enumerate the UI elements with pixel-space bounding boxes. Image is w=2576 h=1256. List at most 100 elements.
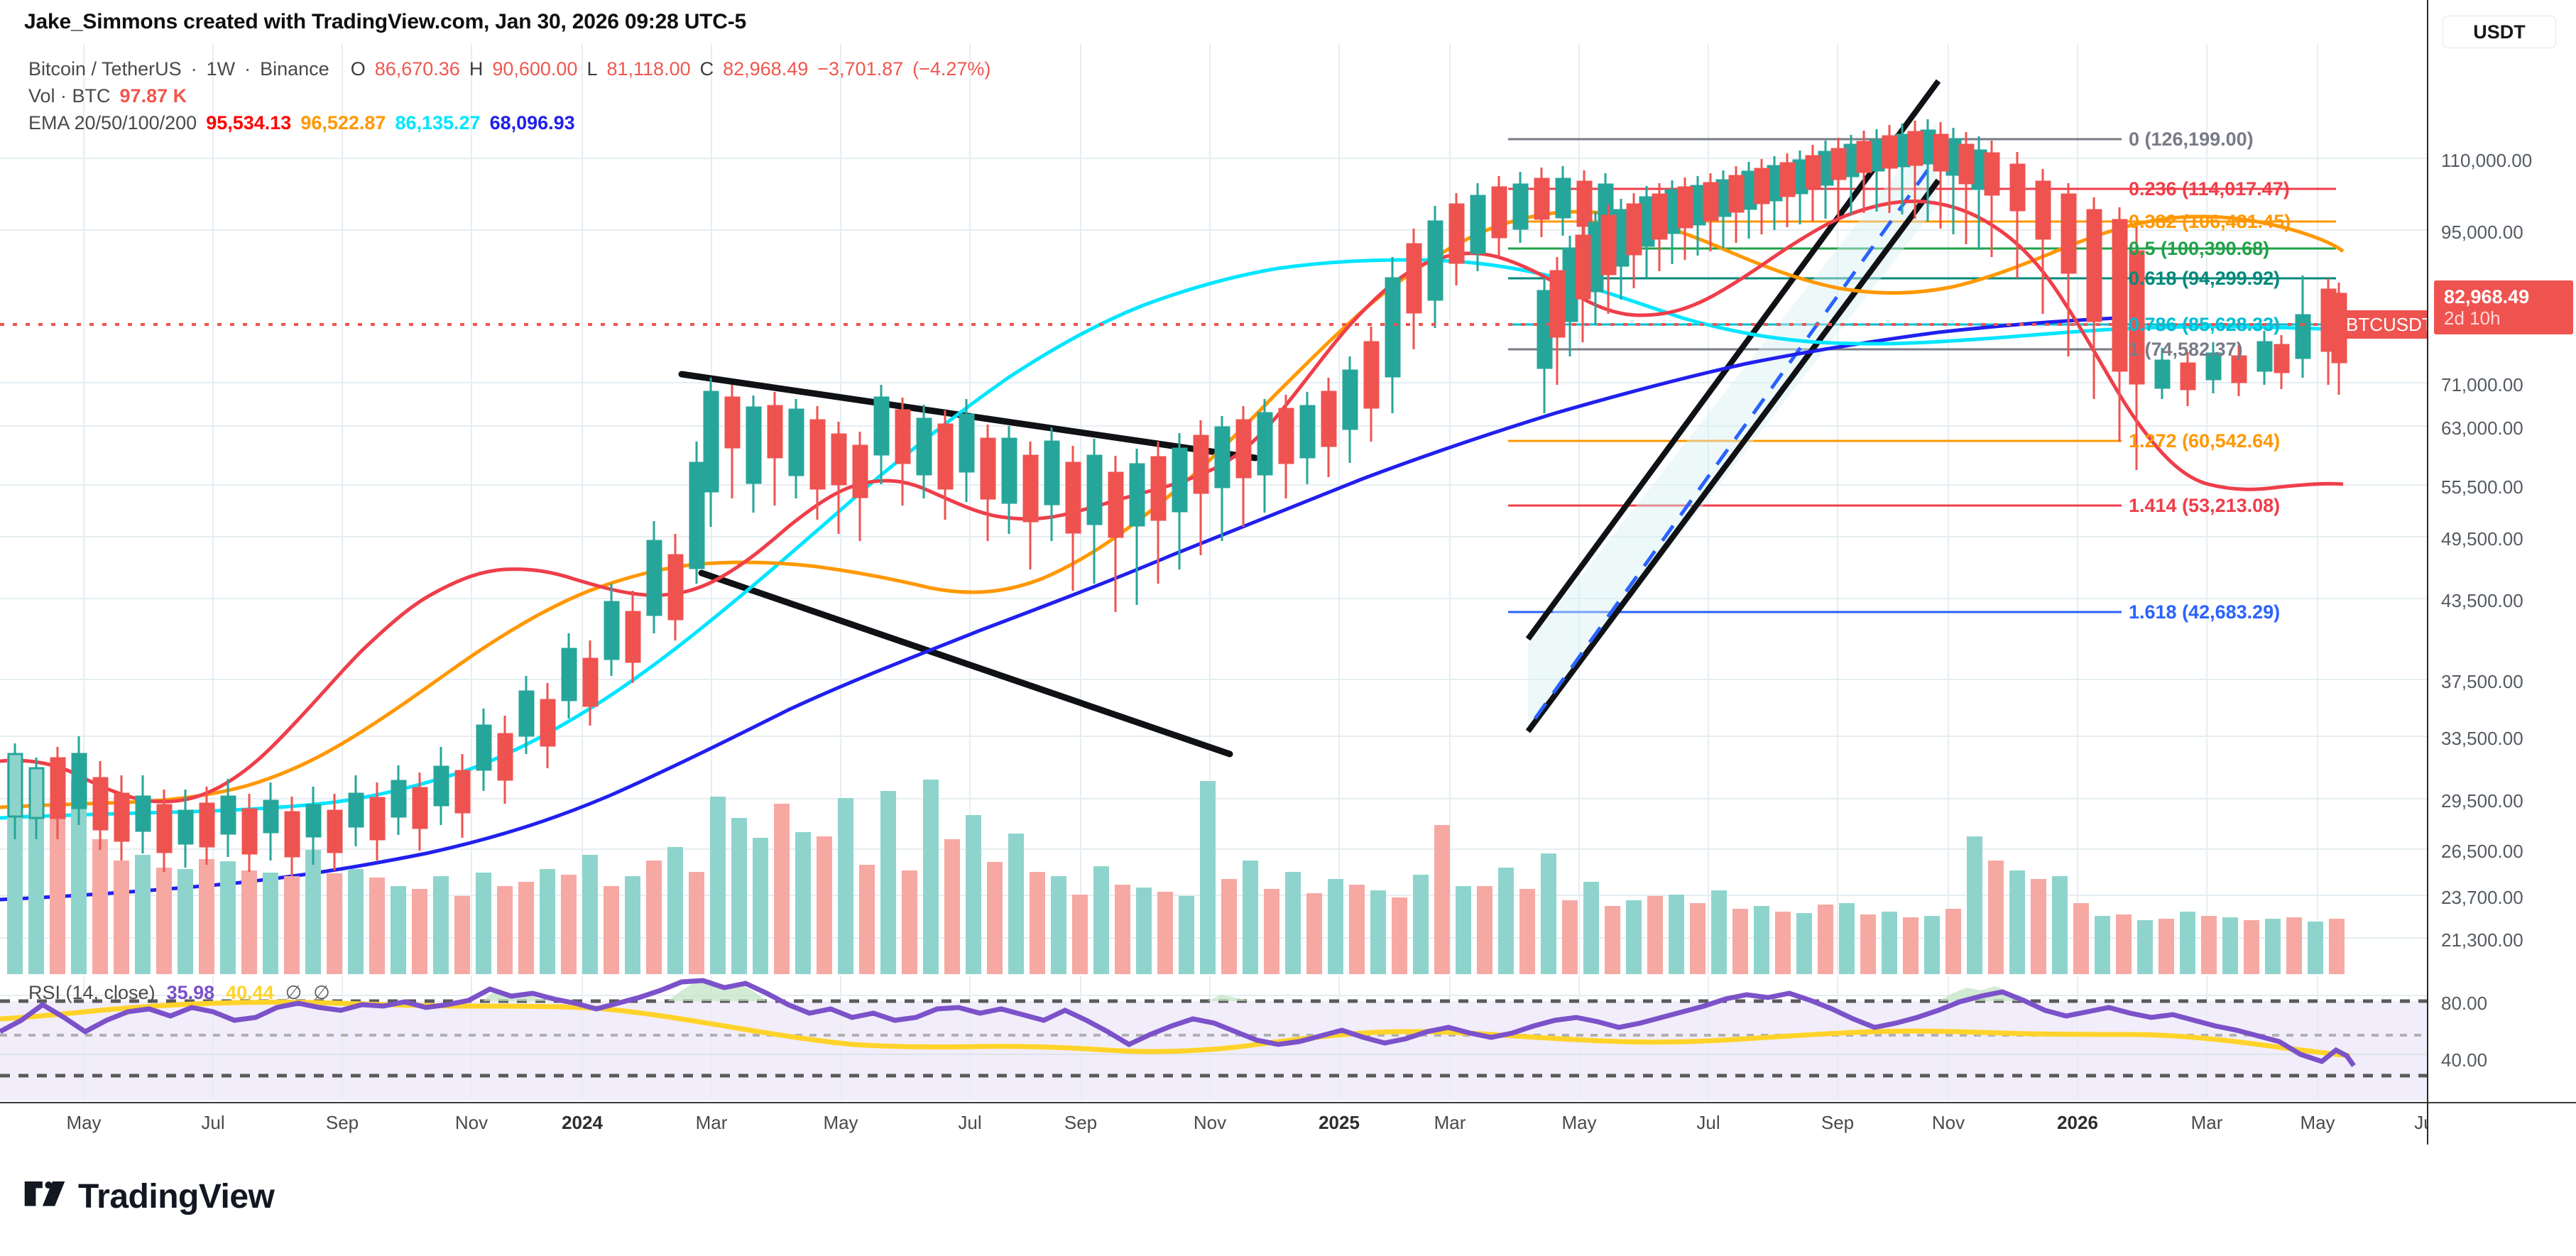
time-tick-2: Sep [325,1112,359,1133]
ema20-line [0,200,2344,804]
legend-ema100-value: 86,135.27 [395,111,481,133]
time-tick-13: Jul [1696,1112,1720,1133]
time-tick-1: Jul [201,1112,225,1133]
symbol-price-tag: BTCUSDT [2336,310,2427,339]
legend-row-volume[interactable]: Vol · BTC 97.87 K [28,82,990,109]
legend-low-key: L [586,58,598,80]
candlesticks [7,119,2347,876]
legend-interval: 1W [206,58,236,80]
rsi-indicator-pane[interactable] [0,976,2427,1101]
price-axis-tick-33500: 33,500.00 [2441,728,2523,749]
legend-open-key: O [350,58,366,80]
rsi-legend[interactable]: RSI (14, close) 35.98 40.44 ∅ ∅ [28,982,330,1004]
price-legend: Bitcoin / TetherUS · 1W · Binance O 86,67… [28,55,990,136]
fib-label-1: 1 (74,582.37) [2129,339,2243,360]
footer-branding: TradingView [24,1177,275,1216]
price-axis-tick-26500: 26,500.00 [2441,841,2523,862]
rsi-chart-svg [0,976,2427,1101]
legend-sep-1: · [190,58,197,80]
price-chart-svg [0,44,2427,974]
legend-row-ema[interactable]: EMA 20/50/100/200 95,534.13 96,522.87 86… [28,109,990,136]
currency-unit-badge: USDT [2443,16,2556,48]
legend-change-percent: (−4.27%) [912,58,991,80]
price-axis-tick-110000: 110,000.00 [2441,150,2533,171]
legend-high-value: 90,600.00 [492,58,578,80]
legend-row-symbol[interactable]: Bitcoin / TetherUS · 1W · Binance O 86,67… [28,55,990,82]
time-tick-17: Mar [2190,1112,2223,1133]
price-axis-tick-23700: 23,700.00 [2441,887,2523,908]
rsi-legend-na-2: ∅ [313,982,330,1003]
legend-open-value: 86,670.36 [374,58,460,80]
tradingview-wordmark: TradingView [78,1178,275,1216]
fib-label-0236: 0.236 (114,017.47) [2129,178,2290,200]
time-tick-11: Mar [1434,1112,1466,1133]
time-tick-0: May [66,1112,102,1133]
legend-ema50-value: 96,522.87 [300,111,386,133]
price-axis-tick-29500: 29,500.00 [2441,790,2523,812]
legend-change-value: −3,701.87 [817,58,904,80]
price-axis-tick-63000: 63,000.00 [2441,417,2523,439]
rsi-legend-na-1: ∅ [285,982,302,1003]
time-tick-18: May [2300,1112,2335,1133]
time-tick-16: 2026 [2057,1112,2098,1133]
price-axis-tick-49500: 49,500.00 [2441,528,2523,550]
price-axis-tick-37500: 37,500.00 [2441,671,2523,692]
current-price-value: 82,968.49 [2444,285,2530,307]
rsi-legend-value: 35.98 [166,982,215,1003]
current-price-tag: 82,968.49 2d 10h [2434,280,2573,334]
time-tick-15: Nov [1931,1112,1965,1133]
time-tick-7: Jul [958,1112,982,1133]
price-axis-tick-71000: 71,000.00 [2441,374,2523,395]
attribution-text: Jake_Simmons created with TradingView.co… [24,10,747,33]
fib-label-0382: 0.382 (106,481.45) [2129,211,2291,232]
time-tick-8: Sep [1064,1112,1098,1133]
legend-ema200-value: 68,096.93 [489,111,575,133]
legend-symbol-name: Bitcoin / TetherUS [28,58,182,80]
ema200-line [0,316,2117,902]
price-axis-tick-43500: 43,500.00 [2441,590,2523,611]
rsi-legend-name: RSI (14, close) [28,982,155,1003]
time-tick-10: 2025 [1319,1112,1360,1133]
rsi-axis-tick-40: 40.00 [2441,1049,2488,1071]
time-axis-right-edge [2427,1102,2576,1145]
legend-close-value: 82,968.49 [723,58,809,80]
price-axis-tick-95000: 95,000.00 [2441,222,2523,243]
ema100-line [0,258,2337,820]
time-tick-9: Nov [1193,1112,1227,1133]
time-tick-6: May [823,1112,858,1133]
bar-countdown: 2d 10h [2444,307,2501,329]
fib-label-05: 0.5 (100,390.68) [2129,238,2270,259]
legend-ema20-value: 95,534.13 [206,111,292,133]
time-tick-4: 2024 [562,1112,603,1133]
vertical-gridlines [83,44,2318,974]
price-axis-tick-21300: 21,300.00 [2441,929,2523,951]
legend-ema-label: EMA 20/50/100/200 [28,111,197,133]
legend-high-key: H [469,58,484,80]
symbol-tag-label: BTCUSDT [2346,313,2427,335]
rising-channel-drawing [1525,79,1941,733]
fib-label-0618: 0.618 (94,299.92) [2129,268,2281,289]
fib-label-1618: 1.618 (42,683.29) [2129,601,2281,623]
legend-volume-label: Vol · BTC [28,84,111,107]
time-tick-12: May [1561,1112,1597,1133]
legend-close-key: C [699,58,714,80]
legend-low-value: 81,118.00 [606,58,691,80]
rsi-line [0,978,2356,1068]
ema50-line [0,209,2345,809]
fib-label-1414: 1.414 (53,213.08) [2129,495,2281,516]
rsi-axis-tick-80: 80.00 [2441,993,2488,1014]
price-axis-tick-55500: 55,500.00 [2441,476,2523,498]
legend-volume-value: 97.87 K [119,84,187,107]
time-tick-3: Nov [454,1112,489,1133]
time-tick-14: Sep [1821,1112,1855,1133]
rsi-legend-ma-value: 40.44 [226,982,274,1003]
tradingview-logo-icon [24,1181,65,1206]
fib-label-0786: 0.786 (85,628.33) [2129,314,2281,335]
fib-label-0: 0 (126,199.00) [2129,129,2254,150]
price-chart-pane[interactable]: 0 (126,199.00) 0.236 (114,017.47) 0.382 … [0,44,2427,974]
legend-sep-2: · [244,58,251,80]
legend-exchange: Binance [260,58,329,80]
fib-label-1272: 1.272 (60,542.64) [2129,430,2281,452]
time-axis[interactable]: May Jul Sep Nov 2024 Mar May Jul Sep Nov… [0,1102,2434,1145]
price-axis[interactable]: USDT 110,000.00 95,000.00 71,000.00 63,0… [2427,0,2576,1143]
